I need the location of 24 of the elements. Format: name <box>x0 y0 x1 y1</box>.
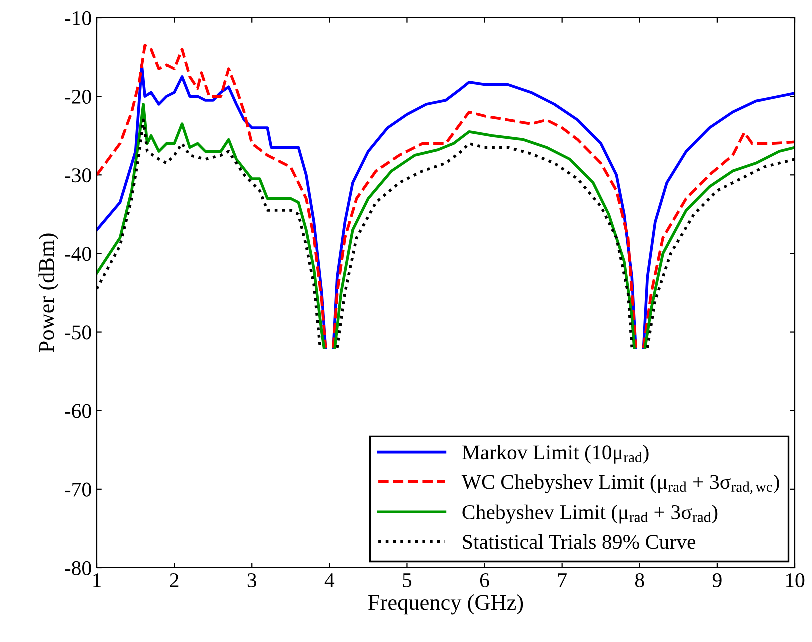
legend-label: Statistical Trials 89% Curve <box>463 534 696 550</box>
x-tick-label: 5 <box>403 574 412 588</box>
x-tick-label: 4 <box>324 574 335 588</box>
y-axis-title: Power (dBm) <box>38 234 59 353</box>
y-tick-label: -70 <box>65 482 92 497</box>
x-tick-label: 9 <box>712 574 722 588</box>
x-tick-label: 3 <box>248 574 257 588</box>
y-tick-label: -50 <box>65 326 92 340</box>
y-tick-label: -60 <box>65 404 92 418</box>
legend-label: Markov Limit (10μ$_{rad}$) <box>462 445 649 464</box>
legend-label: WC Chebyshev Limit (μ$_{rad}$ + 3σ$_{rad,wc}$) <box>462 474 780 494</box>
y-tick-label: -10 <box>65 11 92 26</box>
x-tick-label: 6 <box>480 574 490 588</box>
y-tick-label: -80 <box>65 561 92 576</box>
x-tick-label: 2 <box>170 574 179 588</box>
y-tick-label: -40 <box>65 247 92 262</box>
x-tick-label: 8 <box>635 573 644 588</box>
x-axis-title: Frequency (GHz) <box>368 594 524 615</box>
x-tick-label: 7 <box>558 574 567 588</box>
x-tick-label: 1 <box>94 574 101 588</box>
x-tick-label: 10 <box>786 573 805 588</box>
y-tick-label: -30 <box>65 168 92 183</box>
legend-label: Chebyshev Limit (μ$_{rad}$ + 3σ$_{rad}$) <box>462 504 718 524</box>
y-tick-label: -20 <box>65 90 92 104</box>
